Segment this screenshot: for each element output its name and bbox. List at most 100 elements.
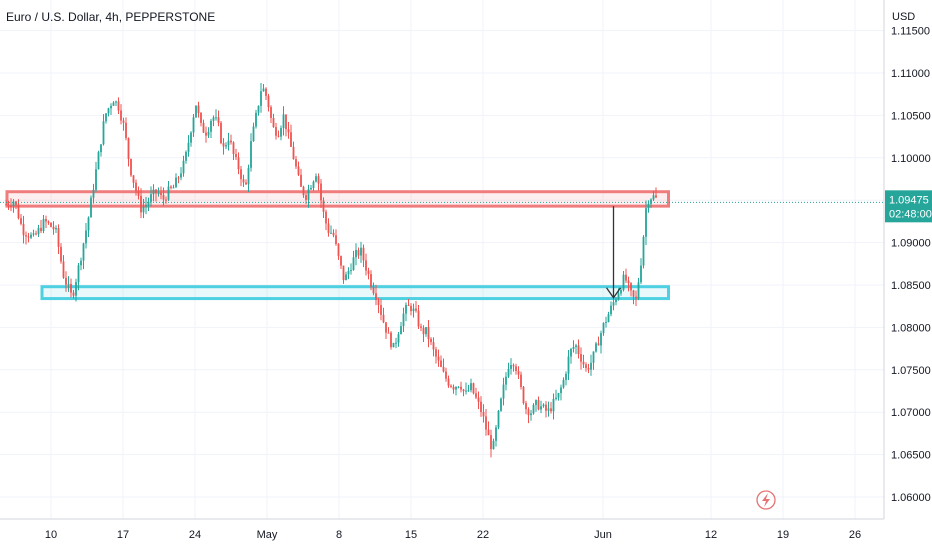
candle-body [552, 398, 555, 412]
candle-body [405, 304, 407, 314]
candle-body [652, 195, 655, 200]
last-price-value: 1.09475 [889, 194, 929, 206]
candle-body [485, 416, 487, 430]
candle-body [85, 230, 87, 244]
candle-body [37, 227, 40, 235]
candle-body [337, 243, 340, 257]
candle-body [367, 270, 370, 275]
candle-body [615, 299, 617, 303]
candle-body [77, 265, 80, 283]
candle-body [90, 197, 92, 218]
candle-body [465, 390, 467, 392]
candle-body [587, 367, 590, 370]
candle-body [575, 345, 577, 348]
candle-body [437, 356, 440, 361]
candle-body [125, 122, 127, 139]
candle-body [447, 378, 450, 386]
candle-body [475, 393, 477, 398]
candle-body [42, 219, 45, 232]
candle-body [10, 205, 12, 207]
candle-body [130, 159, 132, 176]
candle-body [297, 166, 300, 175]
candle-body [15, 201, 17, 205]
candle-body [607, 314, 610, 323]
candle-body [470, 383, 472, 391]
price-tick-label: 1.06500 [891, 450, 931, 462]
candle-body [275, 127, 277, 136]
candle-body [115, 101, 117, 103]
candle-body [585, 364, 587, 368]
price-axis[interactable]: USD1.115001.110001.105001.100001.095001.… [883, 0, 932, 550]
candle-body [280, 128, 282, 137]
candle-body [87, 217, 90, 231]
candle-body [290, 132, 292, 147]
candle-body [177, 177, 180, 179]
price-tick-label: 1.11500 [891, 26, 930, 38]
candle-body [430, 338, 432, 343]
candle-body [225, 145, 227, 147]
candle-body [565, 373, 567, 380]
candle-body [172, 187, 175, 189]
candle-body [27, 236, 30, 238]
candle-body [580, 353, 582, 362]
zones [5, 190, 670, 301]
candle-body [342, 265, 345, 281]
candle-body [142, 206, 145, 213]
candle-body [557, 393, 560, 398]
candle-body [440, 360, 442, 367]
candle-body [462, 389, 465, 392]
candle-body [360, 247, 362, 256]
candle-body [272, 117, 275, 128]
candle-body [555, 397, 557, 399]
candle-body [40, 227, 42, 232]
candle-body [562, 379, 565, 388]
candle-body [655, 195, 657, 198]
candle-body [327, 223, 330, 233]
candle-body [140, 195, 142, 213]
candle-body [500, 398, 502, 411]
candle-body [467, 390, 470, 392]
candle-body [535, 400, 537, 405]
candle-body [550, 408, 552, 412]
candle-body [227, 140, 230, 146]
candle-body [195, 105, 197, 118]
lightning-icon[interactable] [756, 490, 776, 510]
candle-body [215, 117, 217, 119]
candle-body [260, 91, 262, 106]
candle-body [70, 283, 72, 293]
time-axis[interactable]: 10 17 24 May 8 15 22 Jun 12 19 26 [0, 518, 884, 550]
candle-body [152, 189, 155, 195]
candle-body [75, 282, 77, 296]
candle-body [525, 403, 527, 410]
candle-body [595, 343, 597, 352]
candle-body [55, 228, 57, 230]
time-tick-label: 19 [777, 529, 789, 541]
price-tick-label: 1.10000 [891, 153, 931, 165]
candle-body [182, 160, 185, 174]
candle-body [382, 314, 385, 323]
candle-body [165, 199, 167, 201]
candle-body [222, 143, 225, 147]
candle-body [237, 157, 240, 170]
candle-body [292, 146, 295, 160]
candle-body [340, 256, 342, 266]
time-tick-label: 26 [849, 529, 861, 541]
candle-body [567, 356, 570, 374]
candle-body [300, 174, 302, 187]
candle-body [200, 112, 202, 123]
candle-body [330, 232, 332, 234]
price-axis-bg [884, 0, 932, 550]
candle-body [192, 117, 195, 133]
candle-body [147, 201, 150, 206]
candle-body [650, 199, 652, 204]
candle-body [267, 95, 270, 108]
candle-body [460, 386, 462, 390]
time-tick-label: 17 [117, 529, 129, 541]
candle-body [157, 193, 160, 195]
candle-body [507, 368, 510, 377]
candle-body [512, 365, 515, 367]
candle-body [105, 113, 107, 122]
candle-body [432, 342, 435, 350]
candle-body [472, 383, 475, 394]
